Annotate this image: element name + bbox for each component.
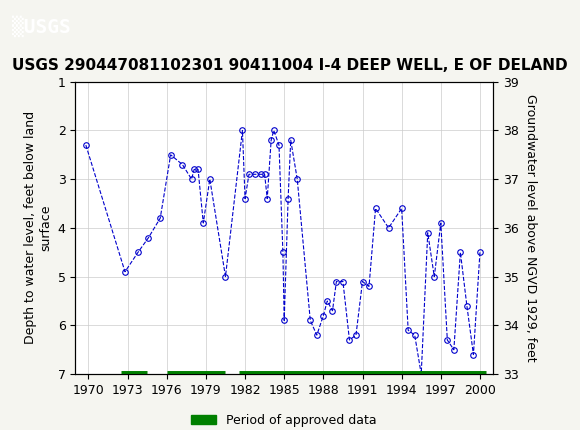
Text: USGS 290447081102301 90411004 I-4 DEEP WELL, E OF DELAND: USGS 290447081102301 90411004 I-4 DEEP W… — [12, 58, 568, 73]
Text: ▒USGS: ▒USGS — [12, 15, 70, 37]
Y-axis label: Depth to water level, feet below land
surface: Depth to water level, feet below land su… — [24, 111, 52, 344]
Legend: Period of approved data: Period of approved data — [186, 409, 382, 430]
Y-axis label: Groundwater level above NGVD 1929, feet: Groundwater level above NGVD 1929, feet — [524, 94, 537, 362]
